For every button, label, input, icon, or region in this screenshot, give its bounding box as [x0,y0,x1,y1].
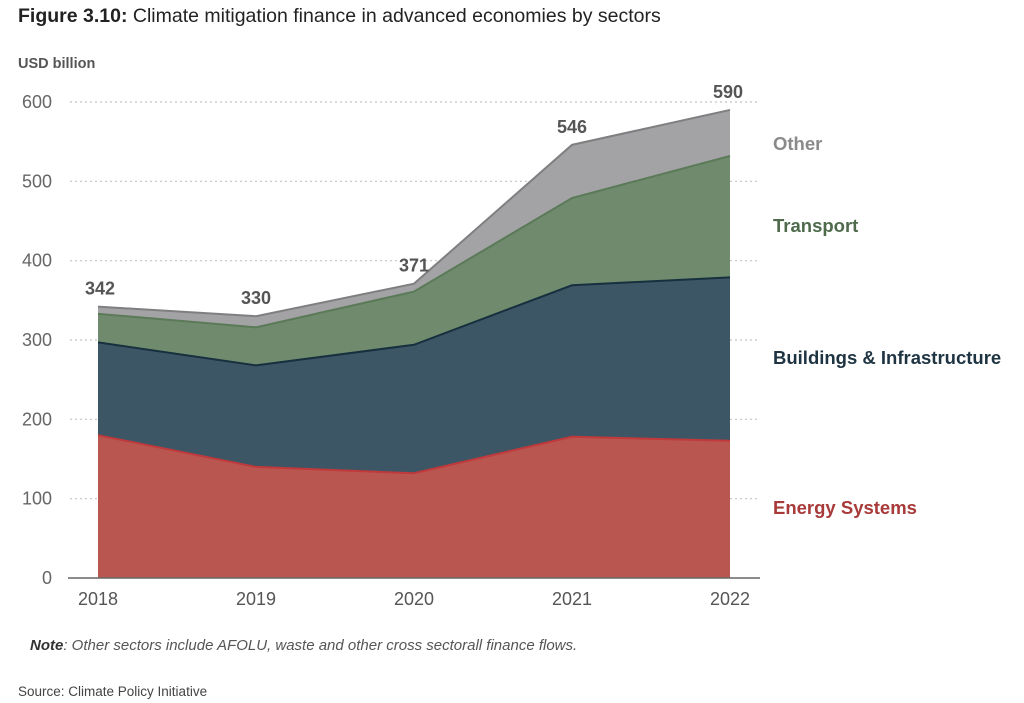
y-tick-label: 400 [22,251,52,271]
total-label: 371 [399,256,429,276]
area-other [98,109,730,328]
chart-note: Note: Other sectors include AFOLU, waste… [30,637,577,654]
y-tick-label: 200 [22,409,52,429]
boundary-line-buildings-infrastructure [97,276,731,367]
boundary-line-other [97,108,731,318]
total-label: 546 [557,117,587,137]
y-tick-label: 500 [22,171,52,191]
y-tick-label: 600 [22,92,52,112]
legend-label-buildings-infrastructure: Buildings & Infrastructure [773,347,1001,368]
figure-title-text: Climate mitigation finance in advanced e… [132,5,661,27]
figure-label: Figure 3.10: [18,5,128,27]
y-tick-label: 0 [42,568,52,588]
area-transport [98,155,730,366]
legend-label-energy-systems: Energy Systems [773,497,917,518]
total-label: 590 [713,82,743,102]
y-tick-label: 100 [22,489,52,509]
total-label: 342 [85,279,115,299]
area-buildings-infrastructure [98,277,730,474]
chart-source: Source: Climate Policy Initiative [18,684,208,699]
area-energy-systems [98,435,730,578]
total-label: 330 [241,288,271,308]
x-tick-label: 2022 [710,589,750,609]
x-tick-label: 2018 [78,589,118,609]
y-tick-label: 300 [22,330,52,350]
legend-label-other: Other [773,133,822,154]
boundary-line-energy-systems [97,434,731,475]
y-axis-unit: USD billion [18,56,96,72]
note-label: Note [30,637,64,654]
x-tick-label: 2019 [236,589,276,609]
x-tick-label: 2020 [394,589,434,609]
boundary-line-transport [97,154,731,329]
figure-title: Figure 3.10: Climate mitigation finance … [18,5,661,28]
legend-label-transport: Transport [773,215,858,236]
x-tick-label: 2021 [552,589,592,609]
note-text: : Other sectors include AFOLU, waste and… [63,637,578,654]
